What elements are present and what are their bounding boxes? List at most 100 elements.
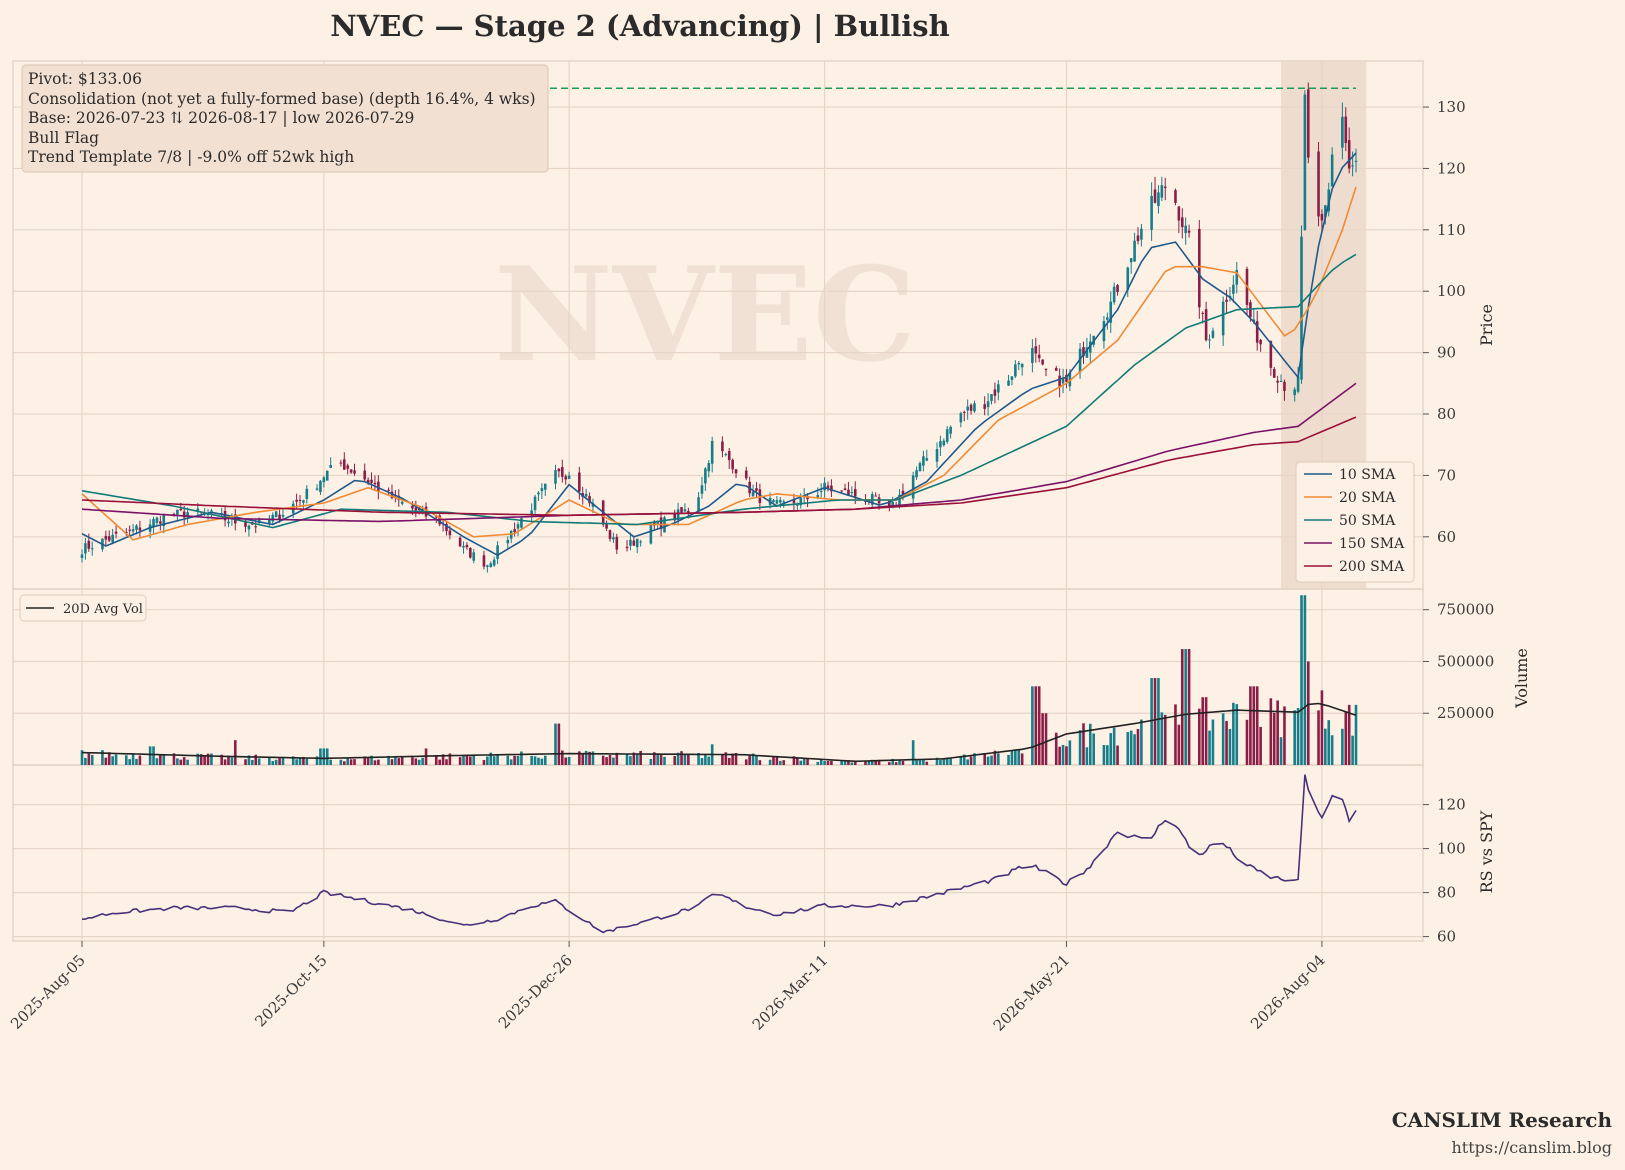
candle-body [973, 403, 976, 412]
candle-body [128, 529, 131, 531]
volume-bar [257, 758, 261, 765]
volume-bar [111, 756, 114, 765]
rs-tick-label: 60 [1437, 928, 1456, 946]
volume-bar [1354, 704, 1358, 765]
volume-bar [342, 761, 346, 765]
volume-bar [179, 759, 183, 765]
sma10-line [81, 152, 1357, 557]
candle-body [969, 404, 973, 411]
candle-body [744, 470, 748, 479]
volume-bar [775, 756, 779, 765]
candle-body [1296, 376, 1300, 392]
volume-bar [1160, 712, 1164, 765]
volume-bar [608, 754, 612, 765]
candle-body [373, 482, 377, 485]
x-tick-label: 2026-May-21 [990, 951, 1074, 1035]
candle-body [1187, 230, 1191, 233]
candle-body [1283, 381, 1286, 391]
volume-bar [1276, 700, 1279, 765]
volume-bar [1153, 678, 1157, 765]
volume-bar [635, 754, 639, 765]
candle-body [370, 479, 373, 483]
volume-bar [973, 753, 976, 765]
volume-bar [274, 759, 278, 765]
candle-body [898, 494, 901, 508]
candle-body [1330, 154, 1334, 187]
volume-bar [874, 760, 877, 765]
volume-bar [1112, 727, 1116, 765]
rs-vs-spy-line [81, 774, 1357, 934]
rs-panel-frame [12, 764, 1424, 942]
volume-bar [268, 758, 271, 765]
candle-body [1044, 368, 1048, 370]
volume-bar [652, 752, 656, 765]
volume-bar [918, 759, 922, 765]
volume-bar [516, 755, 520, 765]
volume-bar [629, 756, 632, 765]
candle-body [925, 458, 929, 461]
volume-bar [230, 757, 234, 765]
volume-bar [768, 759, 772, 765]
candle-body [131, 529, 135, 532]
price-tick-label: 110 [1437, 221, 1466, 239]
price-tick-label: 130 [1437, 98, 1466, 116]
candle-body [850, 491, 854, 493]
volume-bar [1317, 710, 1320, 765]
candle-body [782, 501, 786, 503]
rs-line [81, 774, 1357, 934]
volume-bar [482, 759, 486, 765]
candle-body [377, 481, 380, 492]
volume-bar [1061, 744, 1065, 765]
volume-bar [1078, 730, 1082, 765]
candle-body [1020, 363, 1024, 368]
candle-body [724, 454, 728, 456]
volume-bar [901, 760, 905, 765]
candle-body [588, 496, 591, 504]
volume-bar [325, 748, 329, 765]
volume-bar [744, 759, 748, 765]
candle-body [414, 507, 418, 511]
volume-bar [1150, 678, 1153, 765]
volume-bar [615, 752, 619, 765]
sma-legend: 10 SMA 20 SMA 50 SMA 150 SMA 200 SMA [1295, 461, 1415, 583]
candle-body [458, 537, 462, 547]
volume-bar [727, 757, 731, 765]
candle-body [1293, 389, 1296, 396]
volume-legend: 20D Avg Vol [19, 594, 147, 622]
volume-bar [1198, 708, 1201, 765]
annotation-base: Base: 2026-07-23 ⇅ 2026-08-17 | low 2026… [28, 109, 414, 127]
volume-bar [509, 759, 513, 765]
volume-bar [223, 759, 227, 765]
candle-body [513, 529, 516, 533]
price-tick-label: 120 [1437, 159, 1466, 177]
volume-bar [411, 757, 414, 765]
volume-bar [349, 759, 353, 765]
candle-body [676, 509, 680, 521]
volume-bar [605, 757, 608, 765]
candle-body [990, 394, 993, 401]
volume-bar [305, 758, 309, 765]
volume-bar [1007, 754, 1010, 765]
annotation-consolidation: Consolidation (not yet a fully-formed ba… [28, 90, 536, 108]
candle-body [176, 509, 179, 515]
candle-body [993, 389, 997, 396]
candle-body [271, 514, 275, 522]
candle-body [472, 552, 476, 561]
annotation-pattern: Bull Flag [28, 129, 99, 147]
volume-bar [1157, 678, 1160, 765]
annotation-pivot: Pivot: $133.06 [28, 70, 142, 88]
candle-body [888, 500, 891, 508]
volume-bar [843, 761, 847, 765]
volume-bar [1116, 745, 1119, 765]
candle-body [107, 536, 111, 541]
candle-body [1174, 190, 1177, 203]
volume-bar [387, 755, 390, 765]
candle-body [278, 514, 281, 520]
volume-bar [465, 756, 469, 765]
candle-body [87, 540, 91, 549]
candle-body [124, 532, 128, 534]
candle-body [935, 449, 939, 462]
volume-bar [697, 752, 700, 765]
price-axis-label: Price [1477, 304, 1496, 346]
